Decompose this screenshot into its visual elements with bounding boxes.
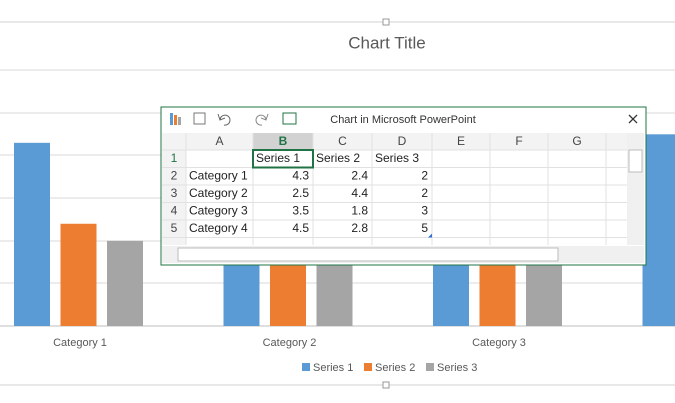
window-title: Chart in Microsoft PowerPoint	[330, 114, 476, 126]
undo-button[interactable]	[217, 113, 231, 126]
column-header: A	[215, 134, 223, 148]
bar[interactable]	[107, 240, 143, 326]
column-header: D	[398, 134, 407, 148]
chart-labels: Category 1 Category 2 Category 3 Series 1 Se…	[53, 337, 526, 374]
cell[interactable]: 1.8	[351, 203, 368, 217]
legend-swatch	[364, 363, 372, 371]
scroll-thumb[interactable]	[628, 149, 643, 173]
cell[interactable]: 2	[421, 168, 428, 182]
bar[interactable]	[60, 223, 97, 326]
row-header: 1	[171, 151, 178, 165]
cell[interactable]: 2	[421, 186, 428, 200]
row-header-bar	[162, 133, 186, 245]
chart-icon	[174, 115, 177, 125]
redo-button[interactable]	[255, 113, 269, 126]
cell[interactable]: Category 1	[189, 168, 248, 182]
column-header: G	[572, 134, 581, 148]
category-label: Category 3	[472, 337, 526, 349]
column-header: B	[279, 134, 288, 148]
cell[interactable]: 5	[421, 221, 428, 235]
cell[interactable]: 3.5	[292, 203, 309, 217]
cell-grid: A B C D E F G1 Series 1 Series 2 Series 32 Categor…	[162, 133, 627, 245]
column-header: E	[457, 134, 465, 148]
cell[interactable]: Category 4	[189, 221, 248, 235]
cell[interactable]: Series 3	[375, 151, 419, 165]
cell[interactable]: Category 2	[189, 186, 248, 200]
cell[interactable]: 2.8	[351, 221, 368, 235]
row-header: 4	[171, 203, 178, 217]
legend-label: Series 1	[313, 362, 353, 374]
close-button[interactable]	[628, 114, 638, 124]
excel-button[interactable]	[282, 112, 297, 125]
column-header-selected	[253, 133, 313, 150]
category-label: Category 1	[53, 337, 107, 349]
bar[interactable]	[642, 134, 675, 326]
chart-icon	[178, 117, 181, 125]
cell[interactable]: 3	[421, 203, 428, 217]
row-header: 2	[171, 168, 178, 182]
legend-label: Series 3	[437, 362, 477, 374]
scroll-thumb[interactable]	[177, 247, 559, 262]
column-header-bar	[162, 133, 627, 150]
category-label: Category 2	[263, 337, 317, 349]
legend-swatch	[302, 363, 310, 371]
cell[interactable]: 2.5	[292, 186, 309, 200]
bar[interactable]	[14, 142, 50, 326]
spreadsheet-window: Chart in Microsoft PowerPoint A B C D E F G 1 Se…	[160, 106, 647, 266]
row-header: 3	[171, 186, 178, 200]
save-button[interactable]	[193, 112, 206, 125]
legend-swatch	[426, 363, 434, 371]
column-header: C	[338, 134, 347, 148]
active-cell[interactable]	[252, 149, 314, 169]
cell[interactable]: 4.4	[351, 186, 368, 200]
cell[interactable]: Series 1	[256, 151, 300, 165]
resize-handle[interactable]	[382, 381, 390, 389]
cell[interactable]: 4.5	[292, 221, 309, 235]
row-header: 5	[171, 221, 178, 235]
chart-title[interactable]: Chart Title	[348, 33, 425, 52]
chart-icon	[170, 113, 173, 125]
cell[interactable]: Series 2	[316, 151, 360, 165]
cell[interactable]: 2.4	[351, 168, 368, 182]
range-handle[interactable]	[428, 233, 432, 238]
cell[interactable]: 4.3	[292, 168, 309, 182]
legend-label: Series 2	[375, 362, 415, 374]
column-header: F	[515, 134, 522, 148]
resize-handle[interactable]	[382, 18, 390, 26]
cell[interactable]: Category 3	[189, 203, 248, 217]
